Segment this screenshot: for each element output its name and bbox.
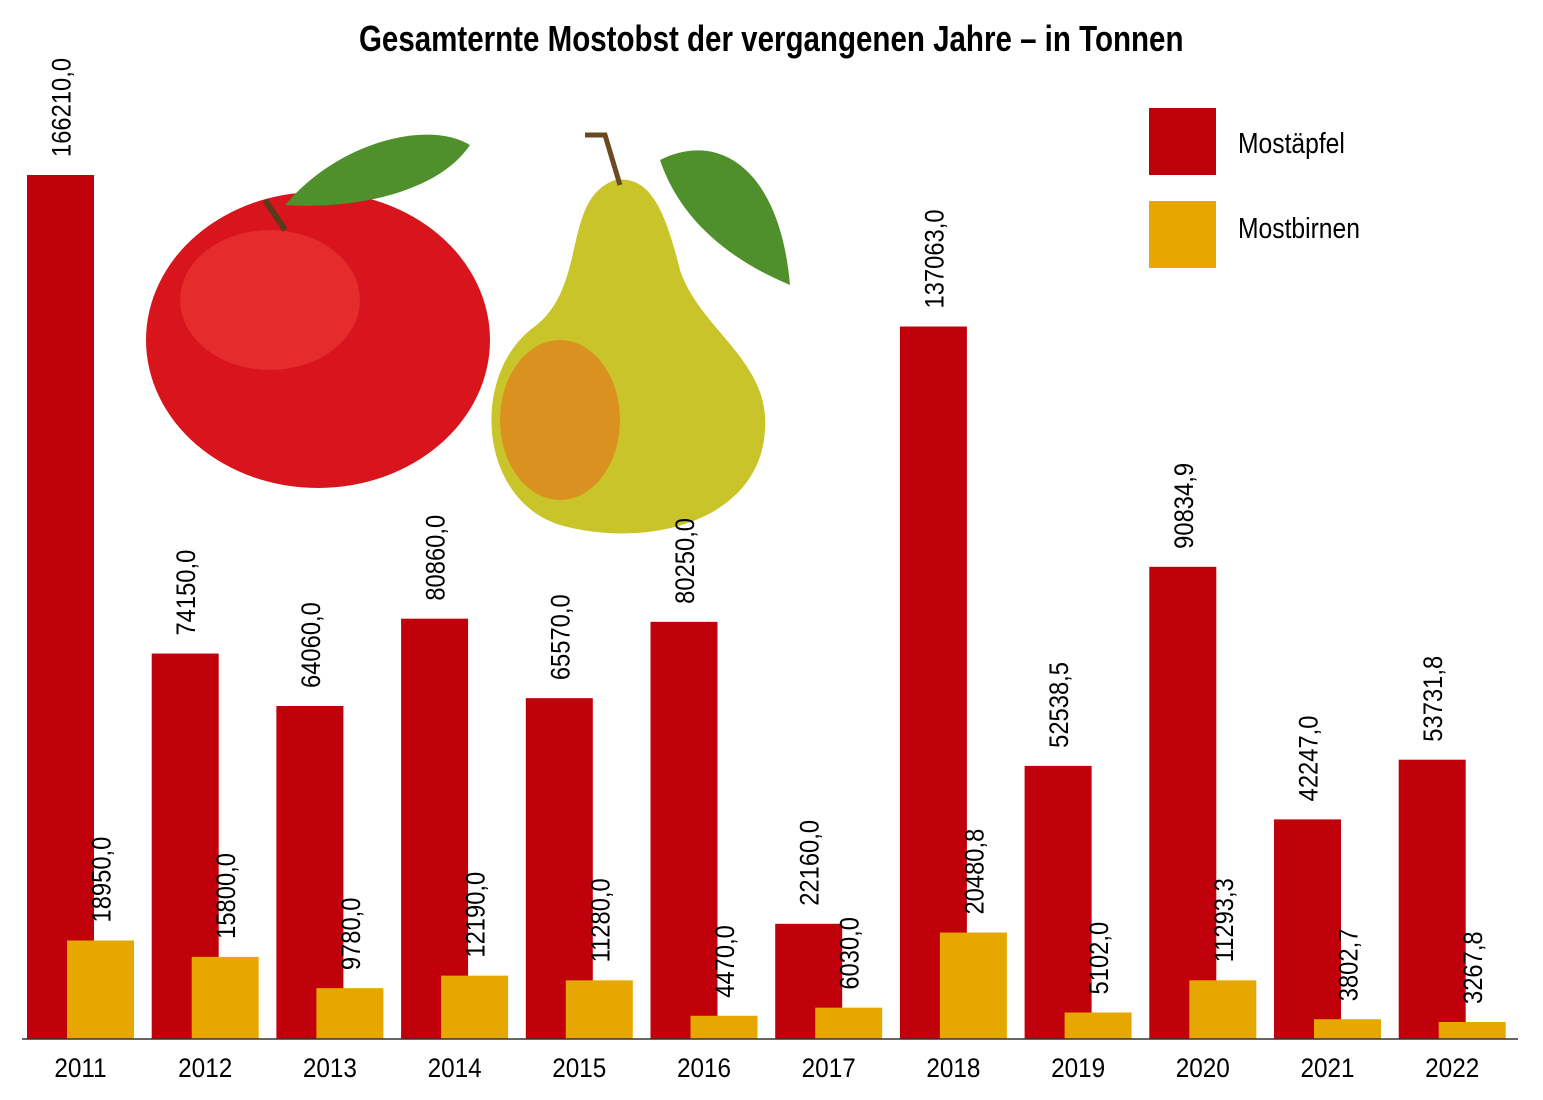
data-label-mostbirnen-2015: 11280,0: [586, 878, 616, 962]
data-label-mostbirnen-2017: 6030,0: [835, 917, 865, 990]
bar-mostaepfel-2022: [1398, 759, 1466, 1039]
legend-swatch-mostbirnen: [1149, 201, 1216, 268]
bar-mostaepfel-2011: [27, 175, 94, 1039]
data-label-mostaepfel-2014: 80860,0: [421, 515, 451, 601]
data-label-mostbirnen-2021: 3802,7: [1334, 929, 1364, 1002]
data-label-mostbirnen-2011: 18950,0: [87, 837, 117, 923]
data-label-mostaepfel-2013: 64060,0: [297, 602, 327, 688]
legend: [1149, 108, 1216, 268]
bar-mostaepfel-2016: [650, 621, 718, 1039]
x-tick-label-2022: 2022: [1425, 1054, 1479, 1083]
bar-mostbirnen-2014: [441, 975, 509, 1039]
bar-mostbirnen-2020: [1189, 980, 1257, 1039]
data-label-mostaepfel-2011: 166210,0: [47, 58, 77, 157]
bar-mostbirnen-2012: [191, 956, 259, 1039]
data-label-mostaepfel-2016: 80250,0: [671, 518, 701, 604]
apple-image: [146, 134, 490, 488]
bar-mostbirnen-2016: [690, 1015, 758, 1039]
bar-mostbirnen-2015: [565, 980, 633, 1039]
x-tick-label-2013: 2013: [303, 1054, 357, 1083]
x-tick-label-2012: 2012: [178, 1054, 232, 1083]
bar-mostbirnen-2018: [939, 932, 1007, 1039]
data-label-mostbirnen-2018: 20480,8: [960, 829, 990, 915]
chart-title: Gesamternte Mostobst der vergangenen Jah…: [358, 18, 1184, 59]
data-label-mostaepfel-2012: 74150,0: [172, 550, 202, 636]
data-label-mostaepfel-2017: 22160,0: [795, 820, 825, 906]
data-label-mostaepfel-2021: 42247,0: [1294, 716, 1324, 802]
legend-label-mostaepfel: Mostäpfel: [1238, 128, 1345, 160]
bar-mostbirnen-2013: [316, 988, 384, 1039]
bar-mostbirnen-2021: [1314, 1019, 1381, 1039]
x-tick-label-2015: 2015: [552, 1054, 606, 1083]
bar-mostbirnen-2019: [1064, 1012, 1132, 1039]
bar-mostaepfel-2021: [1274, 819, 1341, 1039]
x-tick-label-2019: 2019: [1051, 1054, 1105, 1083]
bar-mostbirnen-2011: [67, 940, 134, 1039]
x-tick-label-2014: 2014: [428, 1054, 482, 1083]
data-label-mostbirnen-2014: 12190,0: [461, 872, 491, 958]
bar-mostaepfel-2020: [1149, 566, 1217, 1039]
data-label-mostbirnen-2022: 3267,8: [1459, 931, 1489, 1004]
bar-mostbirnen-2017: [815, 1007, 883, 1039]
data-label-mostbirnen-2020: 11293,3: [1209, 878, 1239, 962]
x-tick-label-2011: 2011: [54, 1054, 106, 1083]
pear-image: [491, 132, 790, 534]
data-label-mostaepfel-2018: 137063,0: [920, 209, 950, 308]
legend-label-mostbirnen: Mostbirnen: [1238, 213, 1360, 245]
legend-swatch-mostaepfel: [1149, 108, 1216, 175]
bar-mostbirnen-2022: [1438, 1022, 1506, 1039]
x-tick-label-2016: 2016: [677, 1054, 731, 1083]
data-label-mostbirnen-2013: 9780,0: [337, 898, 367, 971]
data-label-mostaepfel-2022: 53731,8: [1419, 656, 1449, 742]
data-label-mostaepfel-2015: 65570,0: [546, 594, 576, 680]
x-tick-label-2021: 2021: [1300, 1054, 1354, 1083]
x-tick-label-2017: 2017: [802, 1054, 856, 1083]
data-label-mostbirnen-2012: 15800,0: [212, 853, 242, 939]
bar-mostaepfel-2013: [276, 706, 344, 1039]
data-label-mostaepfel-2020: 90834,9: [1169, 463, 1199, 549]
bar-mostaepfel-2018: [899, 326, 967, 1039]
bar-mostaepfel-2014: [401, 618, 469, 1039]
data-label-mostaepfel-2019: 52538,5: [1045, 662, 1075, 748]
x-tick-label-2018: 2018: [926, 1054, 980, 1083]
bar-mostaepfel-2019: [1024, 765, 1092, 1039]
x-tick-label-2020: 2020: [1176, 1054, 1230, 1083]
fruit-illustration: [146, 132, 790, 534]
data-label-mostbirnen-2016: 4470,0: [711, 925, 741, 998]
data-label-mostbirnen-2019: 5102,0: [1085, 922, 1115, 995]
